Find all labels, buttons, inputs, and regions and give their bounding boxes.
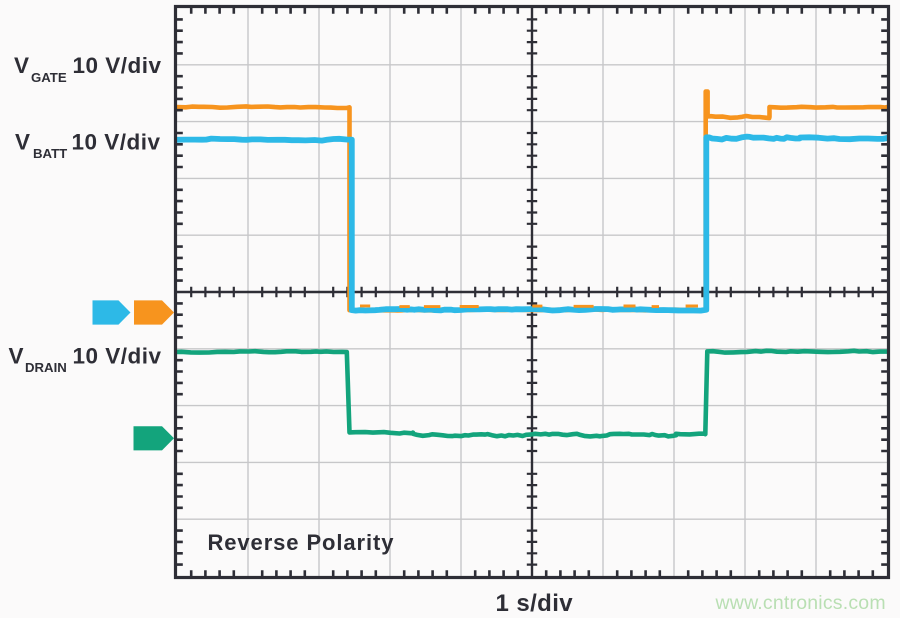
svg-text:BATT: BATT	[33, 146, 67, 161]
svg-text:V: V	[14, 53, 29, 78]
svg-text:DRAIN: DRAIN	[25, 360, 67, 375]
svg-text:V: V	[15, 129, 30, 154]
svg-text:Reverse Polarity: Reverse Polarity	[208, 530, 395, 555]
svg-text:GATE: GATE	[31, 70, 67, 85]
svg-text:10 V/div: 10 V/div	[73, 343, 162, 368]
svg-text:10 V/div: 10 V/div	[73, 53, 162, 78]
svg-text:1 s/div: 1 s/div	[496, 590, 574, 617]
svg-text:V: V	[9, 343, 24, 368]
svg-text:www.cntronics.com: www.cntronics.com	[715, 592, 886, 614]
svg-text:10 V/div: 10 V/div	[72, 129, 161, 154]
